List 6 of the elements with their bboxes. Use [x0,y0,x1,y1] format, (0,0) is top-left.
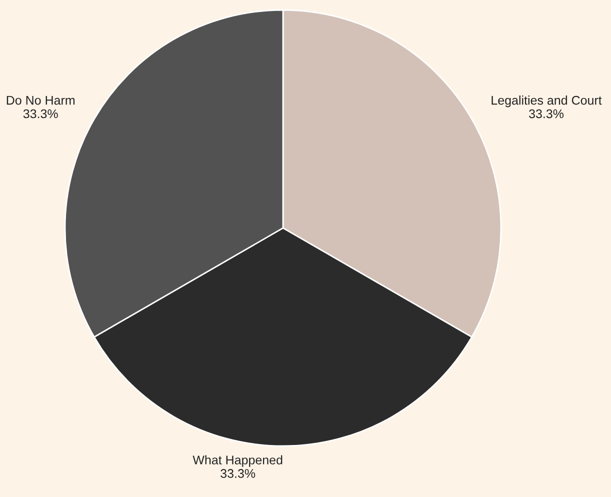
data-label: 33.3% [23,109,58,118]
slice-label: Legalities and Court [492,96,602,108]
data-label: 33.3% [220,469,256,478]
slice-label: What Happened [192,455,282,467]
slice-label: Do No Harm [6,96,75,105]
data-label: 33.3% [529,109,564,118]
